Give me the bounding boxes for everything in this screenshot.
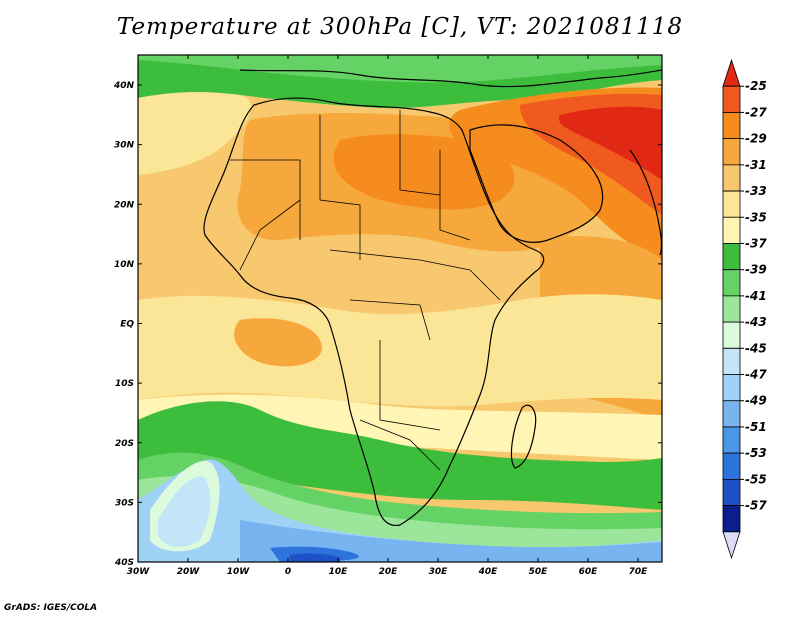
colorbar-label: -43 — [745, 315, 767, 329]
lon-label: 20W — [177, 567, 201, 577]
colorbar-swatch — [722, 531, 741, 560]
colorbar-label: -47 — [745, 368, 767, 382]
colorbar-label: -37 — [745, 236, 767, 250]
arabia-outline — [469, 124, 604, 243]
colorbar-label: -27 — [745, 105, 767, 119]
colorbar-swatch — [722, 269, 741, 297]
europe-coastline — [239, 69, 662, 88]
map-title: Temperature at 300hPa [C], VT: 202108111… — [116, 14, 684, 40]
lon-label: 30W — [127, 567, 151, 577]
lat-label: 20N — [114, 200, 135, 210]
colorbar-label: -55 — [745, 472, 767, 486]
colorbar-label: -53 — [745, 446, 767, 460]
colorbar-swatch — [722, 452, 741, 480]
colorbar-label: -39 — [745, 263, 767, 277]
colorbar-label: -35 — [745, 210, 767, 224]
madagascar-outline — [510, 404, 537, 469]
india-coastline — [629, 149, 662, 256]
colorbar-swatch — [722, 478, 741, 506]
colorbar-swatch — [722, 58, 741, 87]
lon-label: 50E — [529, 567, 549, 577]
lat-label: 30N — [114, 141, 135, 151]
colorbar-label: -49 — [745, 394, 767, 408]
temperature-field — [138, 55, 662, 562]
lat-label: 30S — [115, 498, 134, 508]
lat-label: EQ — [120, 320, 134, 330]
colorbar: -25 -27 -29 -31 -33 -35 -37 -39 -41 -43 -45 -47 -49 -… — [722, 58, 767, 560]
colorbar-swatch — [722, 295, 741, 323]
latitude-labels: 40N 30N 20N 10N EQ 10S 20S 30S 40S — [113, 81, 135, 568]
lon-label: 40E — [478, 567, 499, 577]
grads-credit: GrADS: IGES/COLA — [4, 603, 98, 613]
lon-label: 20E — [379, 567, 399, 577]
colorbar-label: -41 — [745, 289, 767, 303]
colorbar-label: -51 — [745, 420, 767, 434]
lon-label: 10E — [329, 567, 349, 577]
lon-label: 70E — [629, 567, 649, 577]
lat-label: 20S — [115, 439, 134, 449]
country-borders — [230, 110, 501, 471]
colorbar-label: -33 — [745, 184, 767, 198]
colorbar-swatch — [722, 400, 741, 428]
lon-label: 60E — [579, 567, 599, 577]
colorbar-swatch — [722, 164, 741, 192]
colorbar-label: -29 — [745, 132, 767, 146]
colorbar-label: -45 — [745, 341, 767, 355]
colorbar-swatch — [722, 216, 741, 244]
colorbar-swatch — [722, 374, 741, 402]
colorbar-swatch — [722, 138, 741, 166]
lon-label: 10W — [227, 567, 251, 577]
lon-label: 0 — [285, 567, 291, 577]
colorbar-swatch — [722, 85, 741, 113]
map-frame — [137, 54, 663, 563]
lat-label: 40N — [113, 81, 135, 91]
colorbar-label: -31 — [745, 158, 767, 172]
lat-label: 10S — [115, 379, 134, 389]
lat-label: 10N — [114, 260, 135, 270]
colorbar-swatch — [722, 347, 741, 375]
colorbar-swatch — [722, 505, 741, 533]
colorbar-swatch — [722, 112, 741, 140]
colorbar-swatch — [722, 190, 741, 218]
colorbar-swatch — [722, 426, 741, 454]
coastline-outline — [203, 69, 662, 526]
axis-ticks — [137, 55, 662, 563]
colorbar-swatch — [722, 321, 741, 349]
longitude-labels: 30W 20W 10W 0 10E 20E 30E 40E 50E 60E 70E — [127, 567, 648, 577]
africa-coastline — [203, 97, 545, 526]
colorbar-label: -57 — [745, 499, 767, 513]
lon-label: 30E — [429, 567, 449, 577]
lat-label: 40S — [114, 558, 134, 568]
colorbar-label: -25 — [745, 79, 767, 93]
colorbar-swatch — [722, 243, 741, 271]
